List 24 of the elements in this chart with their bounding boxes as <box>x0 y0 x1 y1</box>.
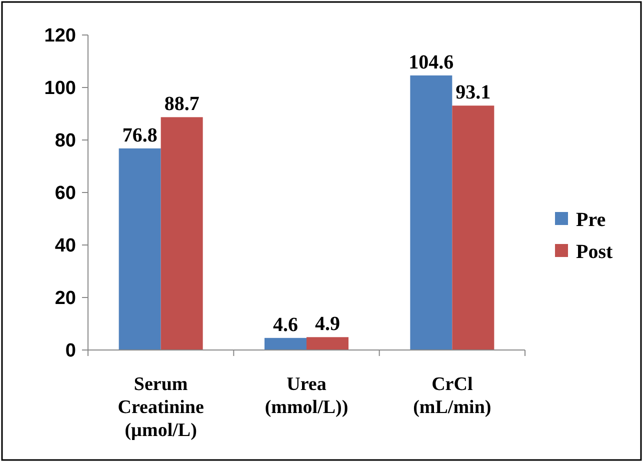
bar <box>306 337 348 350</box>
data-label: 4.6 <box>273 314 298 336</box>
data-label: 104.6 <box>408 51 454 74</box>
bar <box>160 117 203 350</box>
legend-label: Post <box>576 241 613 263</box>
y-tick-label: 100 <box>44 78 76 100</box>
bar <box>264 338 306 350</box>
y-tick-label: 40 <box>54 236 76 257</box>
data-label: 76.8 <box>122 124 158 146</box>
y-tick-label: 80 <box>54 130 76 152</box>
bar <box>452 106 494 350</box>
data-label: 88.7 <box>164 93 200 116</box>
x-tick-label: Serum Creatinine (µmol/L) <box>118 374 204 441</box>
legend-label: Pre <box>576 209 606 231</box>
y-tick-label: 20 <box>54 288 76 310</box>
bar <box>410 75 452 350</box>
y-tick-label: 0 <box>65 340 76 362</box>
bar <box>118 148 161 350</box>
x-tick-label: CrCl (mL/min) <box>413 374 492 418</box>
data-label: 93.1 <box>456 82 491 104</box>
x-tick-label: Urea (mmol/L)) <box>264 374 348 418</box>
y-tick-label: 60 <box>54 183 76 204</box>
data-label: 4.9 <box>315 313 340 336</box>
y-tick-label: 120 <box>44 26 76 47</box>
